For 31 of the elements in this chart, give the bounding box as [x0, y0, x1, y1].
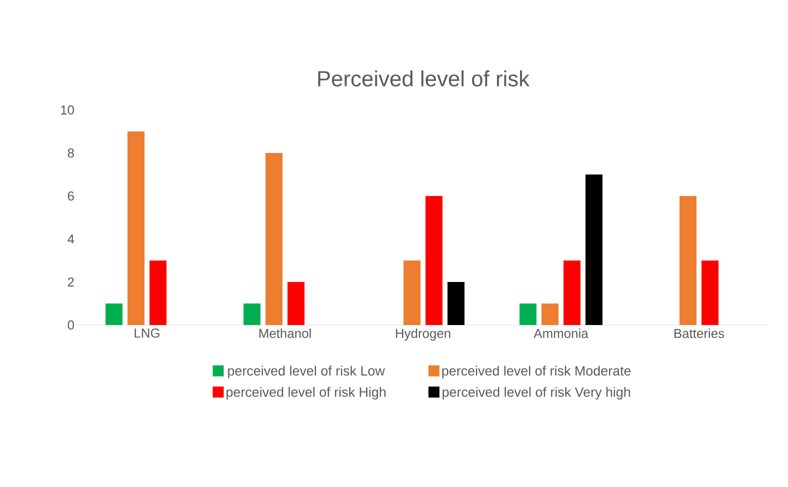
y-tick-label: 2 [68, 277, 74, 287]
bar [426, 196, 442, 325]
y-tick-label: 10 [61, 105, 74, 115]
chart-title: Perceived level of risk [318, 70, 530, 87]
bar [448, 282, 464, 325]
x-tick-label: Hydrogen [396, 328, 450, 341]
x-tick-label: Ammonia [534, 328, 588, 338]
y-tick-label: 0 [68, 320, 74, 330]
x-tick-label: LNG [134, 328, 160, 338]
bar [106, 304, 122, 325]
legend-label: perceived level of risk Moderate [442, 366, 631, 378]
x-tick-label: Methanol [259, 328, 311, 338]
bar [702, 260, 719, 325]
x-tick-label: Batteries [674, 328, 724, 338]
legend-label: perceived level of risk Very high [442, 386, 630, 400]
legend-label: perceived level of risk High [226, 386, 386, 400]
bar [244, 304, 260, 325]
bar [404, 260, 420, 325]
bar [680, 196, 697, 325]
bar [128, 131, 144, 325]
y-tick-label: 6 [68, 191, 74, 201]
bar [586, 174, 603, 325]
legend-label: perceived level of risk Low [228, 366, 385, 378]
bar [564, 260, 581, 325]
bar [150, 260, 166, 325]
bar [520, 304, 536, 325]
y-tick-label: 8 [68, 148, 74, 158]
bar [266, 152, 282, 325]
bar [288, 282, 304, 325]
bar [542, 304, 558, 325]
y-tick-label: 4 [68, 234, 74, 244]
